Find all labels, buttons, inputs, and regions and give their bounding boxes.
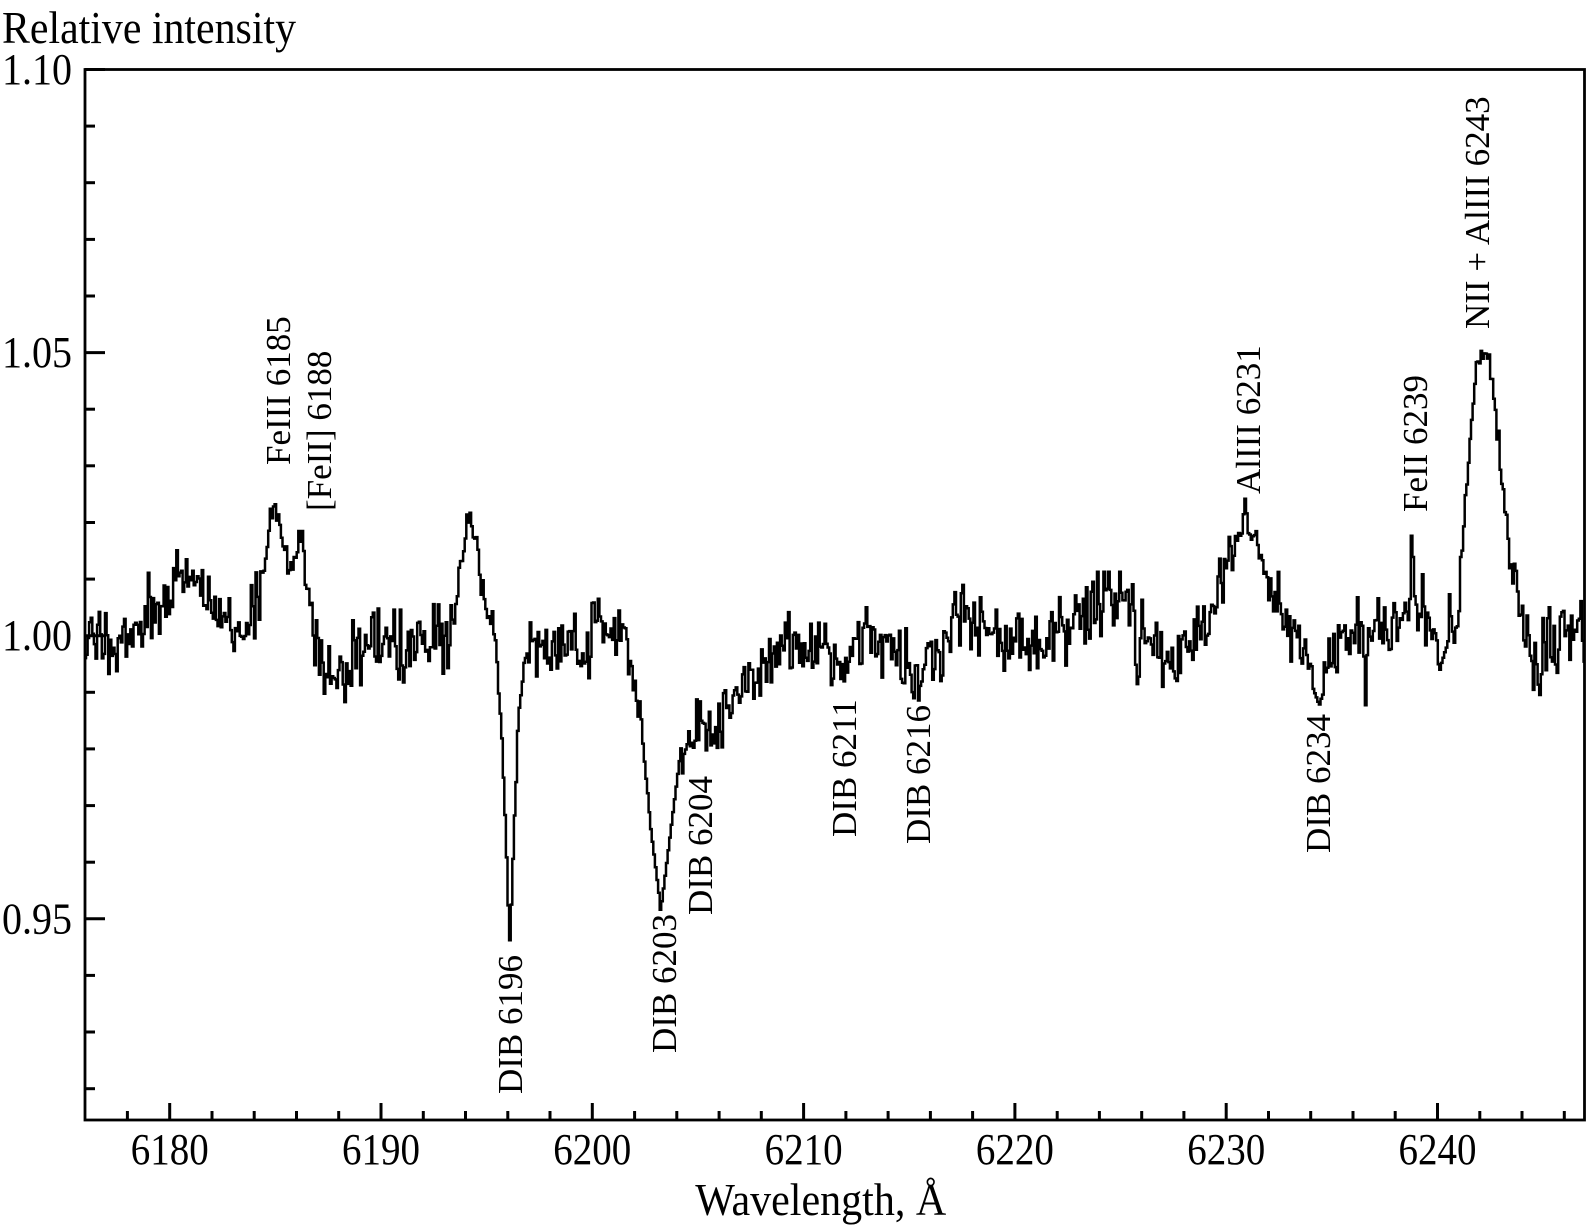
svg-text:DIB 6234: DIB 6234	[1299, 714, 1338, 853]
svg-text:6190: 6190	[342, 1125, 420, 1174]
svg-text:DIB 6211: DIB 6211	[825, 699, 864, 837]
svg-text:DIB 6203: DIB 6203	[645, 914, 684, 1053]
svg-text:AlIII 6231: AlIII 6231	[1229, 345, 1268, 494]
svg-text:6230: 6230	[1187, 1125, 1265, 1174]
svg-text:NII + AlIII 6243: NII + AlIII 6243	[1458, 96, 1497, 329]
svg-text:FeII 6239: FeII 6239	[1396, 375, 1435, 512]
svg-text:1.00: 1.00	[2, 611, 72, 660]
svg-text:6240: 6240	[1399, 1125, 1477, 1174]
svg-text:Wavelength, Å: Wavelength, Å	[695, 1174, 946, 1225]
svg-text:0.95: 0.95	[2, 894, 72, 943]
svg-text:[FeII] 6188: [FeII] 6188	[300, 351, 339, 511]
svg-text:DIB 6216: DIB 6216	[899, 705, 938, 844]
svg-text:FeIII 6185: FeIII 6185	[259, 316, 298, 465]
svg-text:1.05: 1.05	[2, 328, 72, 377]
svg-text:1.10: 1.10	[2, 45, 72, 94]
svg-text:DIB 6204: DIB 6204	[681, 776, 720, 915]
svg-text:6200: 6200	[553, 1125, 631, 1174]
svg-text:6180: 6180	[131, 1125, 209, 1174]
svg-text:Relative intensity: Relative intensity	[2, 2, 296, 53]
svg-text:6220: 6220	[976, 1125, 1054, 1174]
svg-text:6210: 6210	[765, 1125, 843, 1174]
svg-text:DIB 6196: DIB 6196	[491, 955, 530, 1094]
